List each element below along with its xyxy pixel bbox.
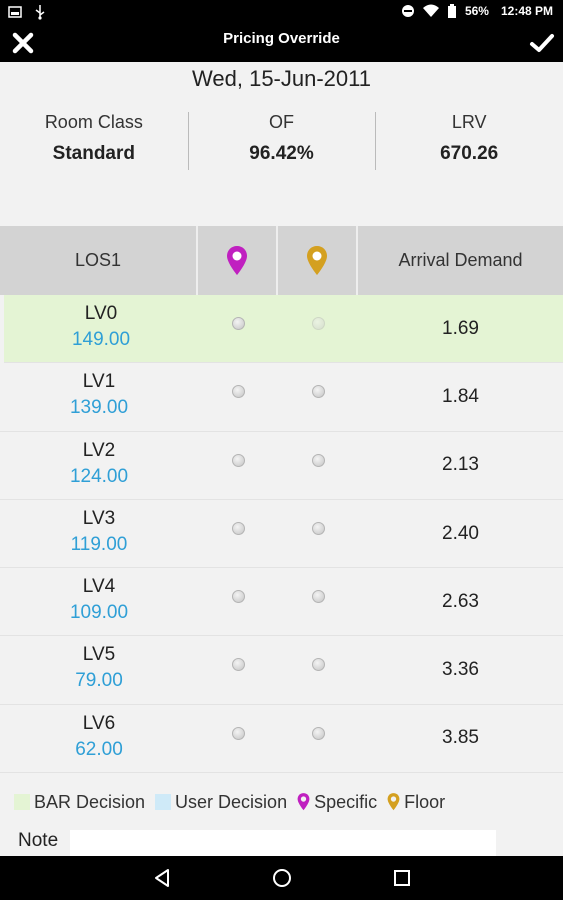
legend-user-decision: User Decision <box>155 792 287 813</box>
legend-label: BAR Decision <box>34 791 146 812</box>
user-decision-swatch <box>155 794 172 810</box>
battery-level: 56% <box>464 4 489 18</box>
specific-radio[interactable] <box>231 385 245 399</box>
specific-pin-icon <box>297 793 310 811</box>
close-icon[interactable] <box>10 30 36 56</box>
level-name: LV3 <box>82 507 116 529</box>
floor-pin-icon <box>387 793 400 811</box>
legend-bar-decision: BAR Decision <box>14 792 145 813</box>
table-row[interactable]: LV5 79.00 3.36 <box>0 636 563 705</box>
arrival-demand-value: 1.84 <box>442 385 479 407</box>
legend-label: Specific <box>314 791 378 812</box>
do-not-disturb-icon <box>401 5 414 17</box>
bar-decision-swatch <box>14 794 30 810</box>
specific-radio[interactable] <box>231 317 245 330</box>
floor-radio[interactable] <box>311 726 325 740</box>
level-name: LV4 <box>82 576 116 598</box>
floor-radio[interactable] <box>311 385 325 399</box>
arrival-demand-value: 2.63 <box>442 590 479 612</box>
home-icon[interactable] <box>270 866 294 890</box>
floor-radio[interactable] <box>311 590 325 604</box>
image-notification-icon <box>8 6 22 18</box>
level-price: 119.00 <box>70 533 128 555</box>
arrival-demand-value: 3.85 <box>442 727 479 749</box>
summary-value: Standard <box>52 143 136 164</box>
level-price: 149.00 <box>71 329 131 350</box>
level-price: 124.00 <box>69 465 129 487</box>
table-row[interactable]: LV3 119.00 2.40 <box>0 500 563 569</box>
table-row[interactable]: LV4 109.00 2.63 <box>0 568 563 637</box>
floor-radio[interactable] <box>311 453 325 467</box>
clock: 12:48 PM <box>500 4 553 18</box>
summary-lrv: LRV 670.26 <box>375 108 563 174</box>
summary-room-class: Room Class Standard <box>0 108 188 174</box>
checkmark-icon[interactable] <box>529 30 555 56</box>
note-input[interactable] <box>70 830 496 856</box>
floor-radio[interactable] <box>311 521 325 535</box>
summary-label: Room Class <box>44 112 143 132</box>
level-price: 62.00 <box>75 738 123 760</box>
specific-radio[interactable] <box>231 521 245 535</box>
specific-radio[interactable] <box>231 453 245 467</box>
legend-floor: Floor <box>387 792 445 813</box>
usb-icon <box>35 5 45 20</box>
table-row[interactable]: LV2 124.00 2.13 <box>0 432 563 500</box>
specific-pin-icon <box>227 245 247 275</box>
floor-radio[interactable] <box>311 317 325 330</box>
note-section: Note <box>18 830 496 856</box>
header-specific <box>198 226 278 295</box>
table-row[interactable]: LV6 62.00 3.85 <box>0 705 563 774</box>
level-name: LV2 <box>82 439 116 461</box>
level-price: 79.00 <box>75 670 123 692</box>
summary-label: LRV <box>451 112 487 132</box>
wifi-icon <box>422 4 439 17</box>
header-arrival-demand: Arrival Demand <box>398 250 523 270</box>
battery-icon <box>447 4 456 18</box>
specific-radio[interactable] <box>231 590 245 604</box>
floor-radio[interactable] <box>311 658 325 672</box>
table-row[interactable]: LV1 139.00 1.84 <box>0 363 563 432</box>
summary-value: 96.42% <box>249 143 314 164</box>
legend-label: Floor <box>404 791 446 812</box>
specific-radio[interactable] <box>231 726 245 740</box>
status-bar: 56% 12:48 PM <box>0 0 563 24</box>
summary-label: OF <box>269 112 294 132</box>
page-title: Pricing Override <box>223 30 340 47</box>
app-bar: Pricing Override <box>0 24 563 62</box>
arrival-demand-value: 3.36 <box>442 659 479 681</box>
note-label: Note <box>18 830 59 851</box>
legend-specific: Specific <box>297 792 377 813</box>
level-name: LV1 <box>82 371 116 393</box>
summary-of: OF 96.42% <box>187 108 376 174</box>
level-price: 109.00 <box>69 602 129 624</box>
header-floor <box>278 226 358 295</box>
rate-level-list: LV0 149.00 1.69 LV1 139.00 1.84 LV2 124.00 … <box>0 295 563 774</box>
arrival-demand-value: 2.40 <box>442 522 479 544</box>
header-los: LOS1 <box>0 226 198 295</box>
table-row[interactable]: LV0 149.00 1.69 <box>4 295 563 364</box>
back-icon[interactable] <box>150 866 174 890</box>
arrival-demand-value: 1.69 <box>442 317 479 339</box>
legend-label: User Decision <box>175 791 288 812</box>
table-header: LOS1 Arrival Demand <box>0 226 563 295</box>
level-name: LV0 <box>84 303 118 324</box>
level-name: LV5 <box>82 644 116 666</box>
summary-panel: Room Class Standard OF 96.42% LRV 670.26 <box>0 108 563 174</box>
summary-value: 670.26 <box>440 143 499 164</box>
system-nav-bar <box>0 856 563 900</box>
level-price: 139.00 <box>69 397 129 419</box>
selected-date: Wed, 15-Jun-2011 <box>192 66 371 91</box>
legend: BAR Decision User Decision Specific Floo… <box>14 790 445 814</box>
floor-pin-icon <box>307 245 327 275</box>
recent-apps-icon[interactable] <box>390 866 414 890</box>
level-name: LV6 <box>82 712 116 734</box>
specific-radio[interactable] <box>231 658 245 672</box>
arrival-demand-value: 2.13 <box>442 454 479 476</box>
